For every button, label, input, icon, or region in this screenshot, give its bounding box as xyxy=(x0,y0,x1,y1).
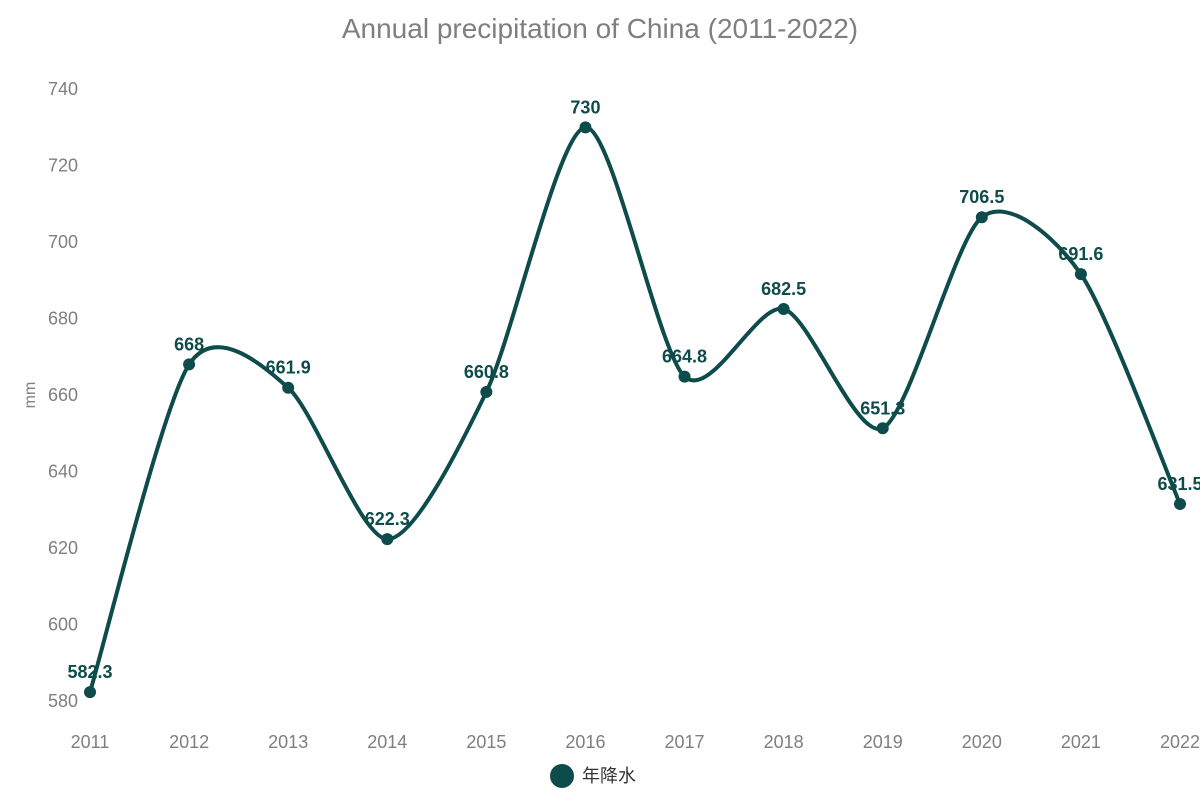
x-tick-label: 2019 xyxy=(863,732,903,752)
data-value-label: 661.9 xyxy=(266,358,311,378)
y-tick-label: 580 xyxy=(48,691,78,711)
data-value-label: 582.3 xyxy=(67,662,112,682)
legend-marker-icon xyxy=(550,764,574,788)
x-tick-label: 2017 xyxy=(665,732,705,752)
legend: 年降水 xyxy=(550,764,636,788)
x-tick-label: 2021 xyxy=(1061,732,1101,752)
data-value-label: 682.5 xyxy=(761,279,806,299)
x-tick-label: 2018 xyxy=(764,732,804,752)
data-value-label: 622.3 xyxy=(365,509,410,529)
x-tick-label: 2020 xyxy=(962,732,1002,752)
data-value-label: 651.3 xyxy=(860,398,905,418)
data-value-label: 664.8 xyxy=(662,347,707,367)
data-value-label: 691.6 xyxy=(1058,244,1103,264)
data-value-label: 668 xyxy=(174,334,204,354)
data-marker xyxy=(679,371,691,383)
data-marker xyxy=(1075,268,1087,280)
data-value-label: 706.5 xyxy=(959,187,1004,207)
y-tick-label: 720 xyxy=(48,156,78,176)
data-value-label: 631.5 xyxy=(1157,474,1200,494)
data-value-label: 660.8 xyxy=(464,362,509,382)
x-tick-label: 2022 xyxy=(1160,732,1200,752)
data-marker xyxy=(579,121,591,133)
data-marker xyxy=(480,386,492,398)
data-marker xyxy=(1174,498,1186,510)
data-value-label: 730 xyxy=(570,97,600,117)
x-tick-label: 2014 xyxy=(367,732,407,752)
x-tick-label: 2013 xyxy=(268,732,308,752)
legend-label: 年降水 xyxy=(582,766,636,786)
y-tick-label: 700 xyxy=(48,232,78,252)
y-tick-label: 680 xyxy=(48,309,78,329)
x-tick-label: 2015 xyxy=(466,732,506,752)
data-marker xyxy=(282,382,294,394)
data-marker xyxy=(84,686,96,698)
data-marker xyxy=(183,358,195,370)
y-tick-label: 660 xyxy=(48,385,78,405)
series-line xyxy=(90,127,1180,692)
chart-title: Annual precipitation of China (2011-2022… xyxy=(342,13,858,44)
chart-container: Annual precipitation of China (2011-2022… xyxy=(0,0,1200,800)
data-marker xyxy=(976,211,988,223)
x-tick-label: 2012 xyxy=(169,732,209,752)
y-tick-label: 600 xyxy=(48,614,78,634)
y-tick-label: 640 xyxy=(48,461,78,481)
data-marker xyxy=(877,422,889,434)
y-tick-label: 740 xyxy=(48,79,78,99)
precipitation-line-chart: Annual precipitation of China (2011-2022… xyxy=(0,0,1200,800)
y-axis-label: mm xyxy=(22,382,39,409)
data-marker xyxy=(778,303,790,315)
x-tick-label: 2016 xyxy=(565,732,605,752)
x-tick-label: 2011 xyxy=(71,732,110,752)
data-marker xyxy=(381,533,393,545)
y-tick-label: 620 xyxy=(48,538,78,558)
